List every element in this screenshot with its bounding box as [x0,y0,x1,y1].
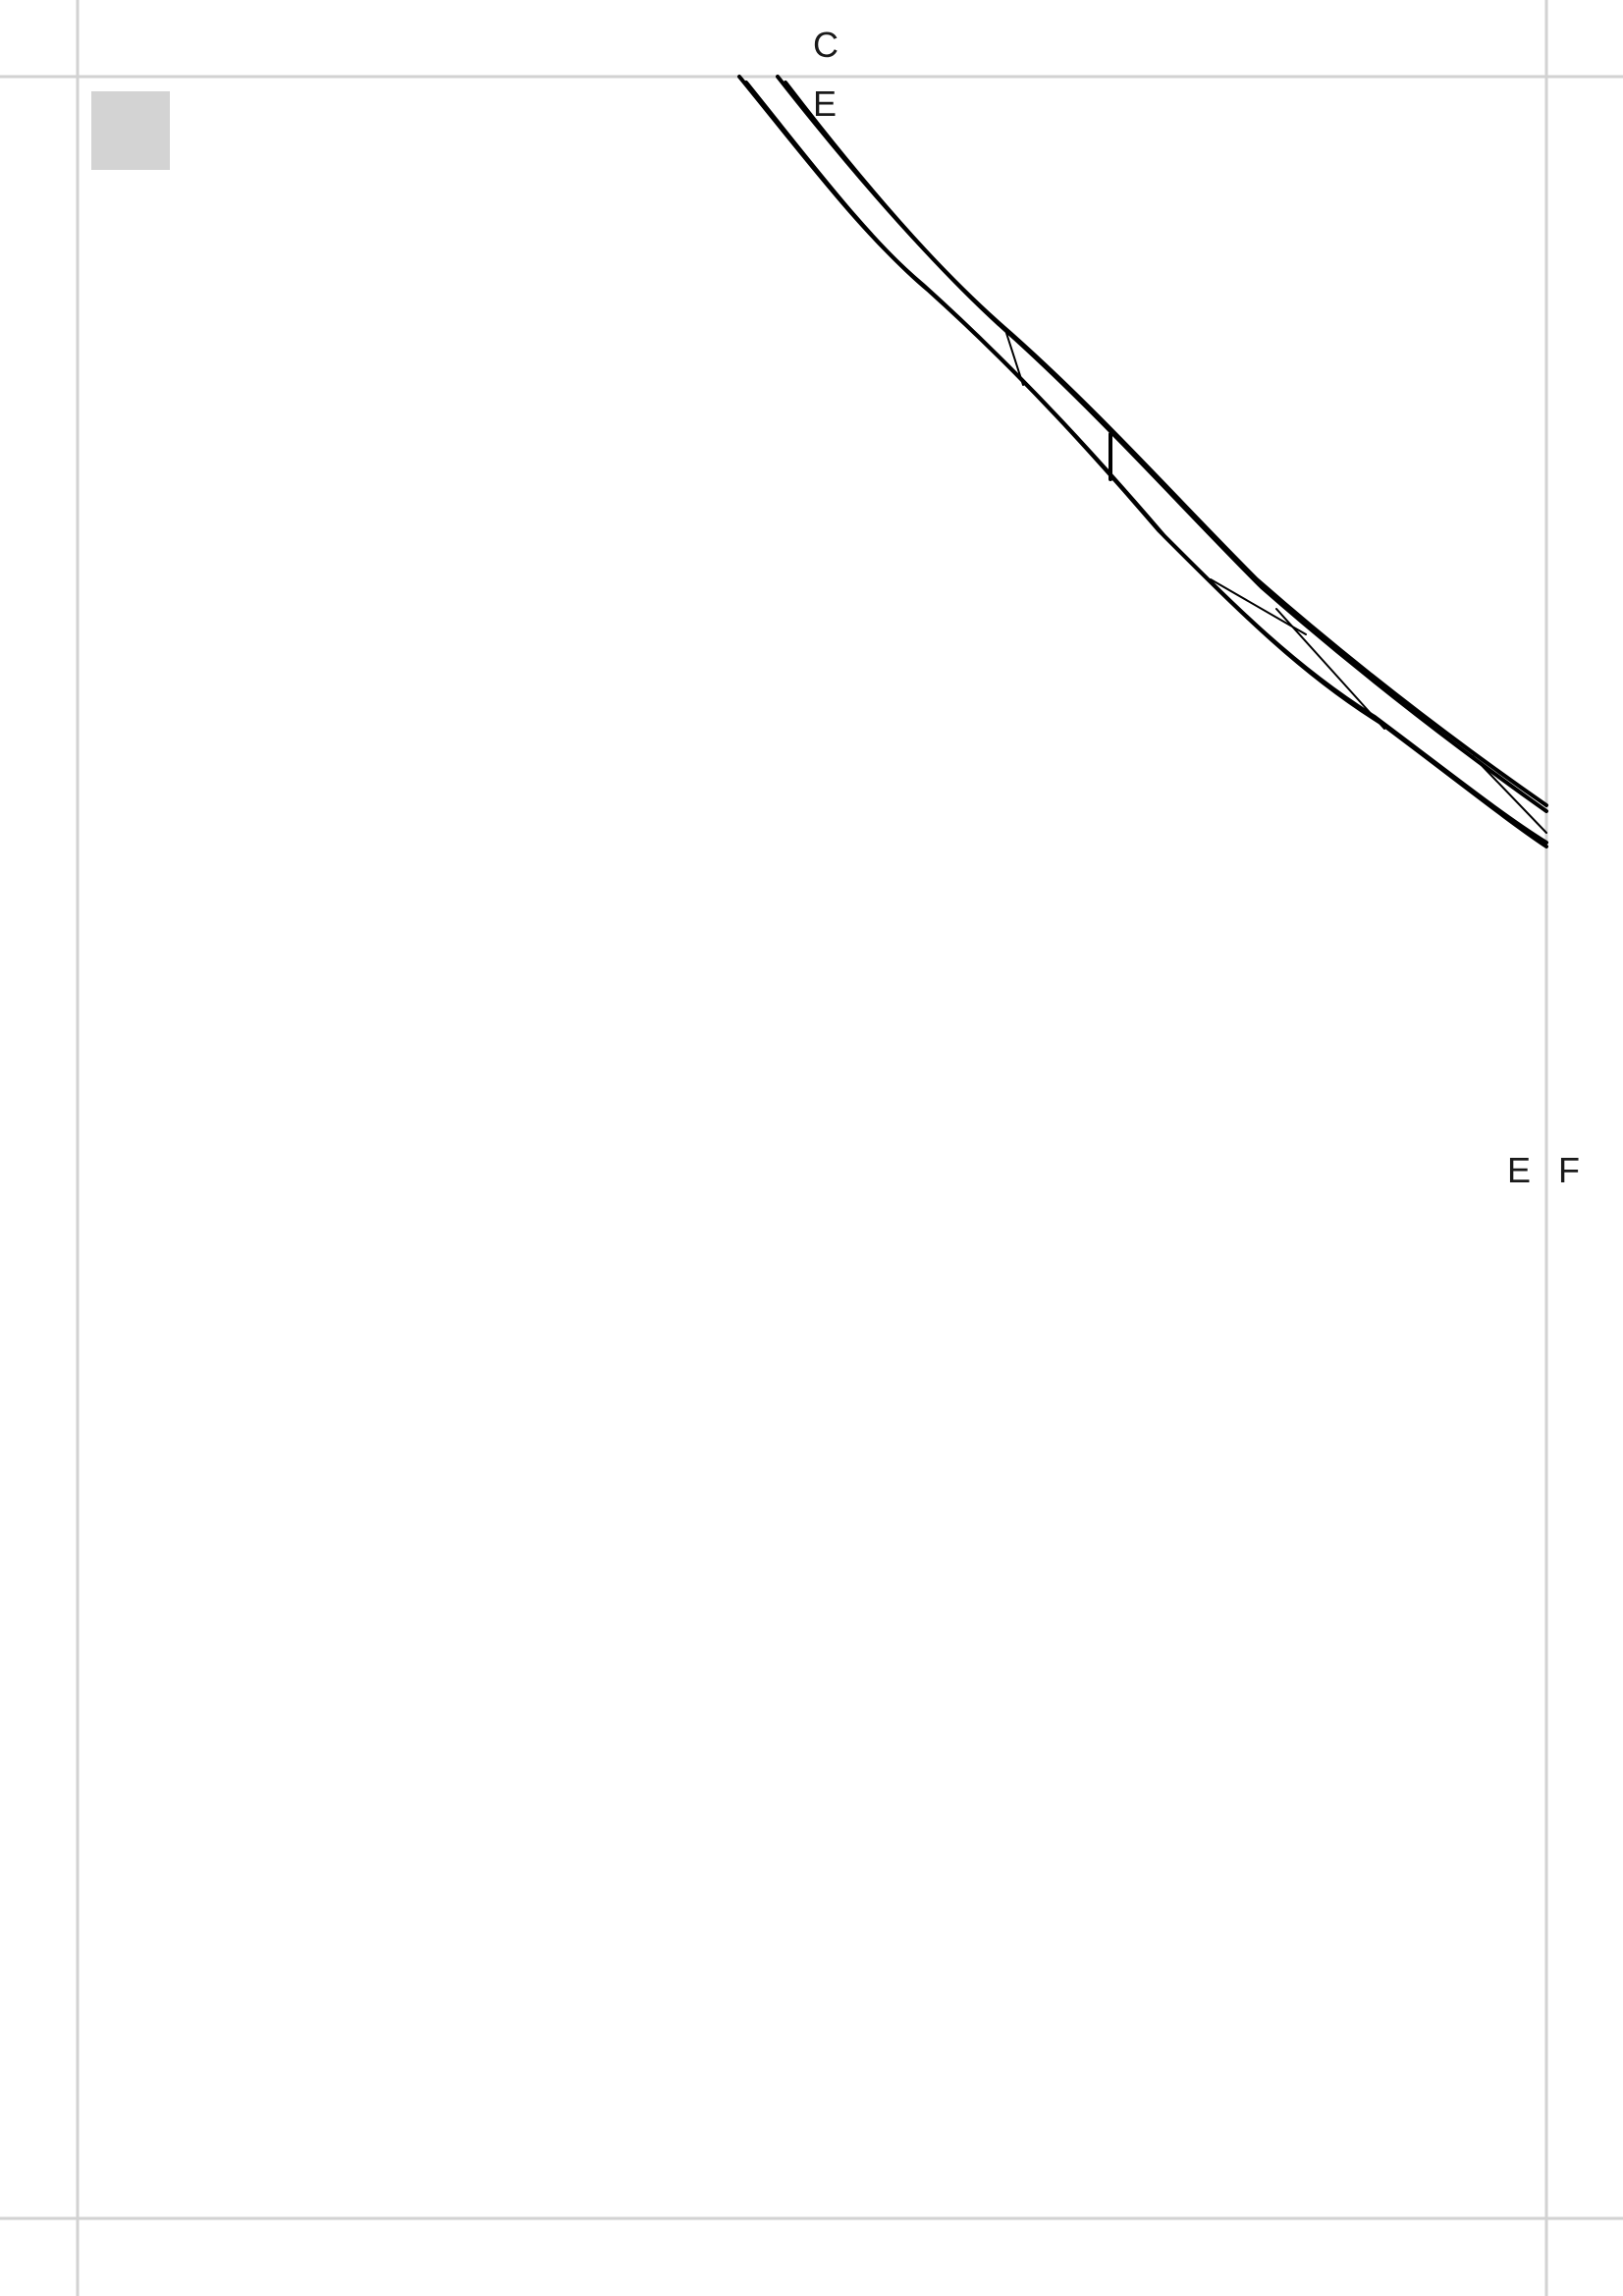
track-outer-upper [776,75,1548,807]
cross-tie-5 [1472,755,1547,834]
corner-marker [91,91,170,170]
track-inner-upper [784,81,1548,813]
track-inner-lower [744,81,1548,848]
cross-tie-1 [1004,329,1024,386]
label-top-c: C [813,25,839,65]
label-right-e: E [1507,1150,1531,1190]
track-lines [737,75,1548,848]
label-top-e: E [813,83,837,124]
cross-tie-4 [1275,608,1385,730]
label-right-f: F [1558,1150,1580,1190]
